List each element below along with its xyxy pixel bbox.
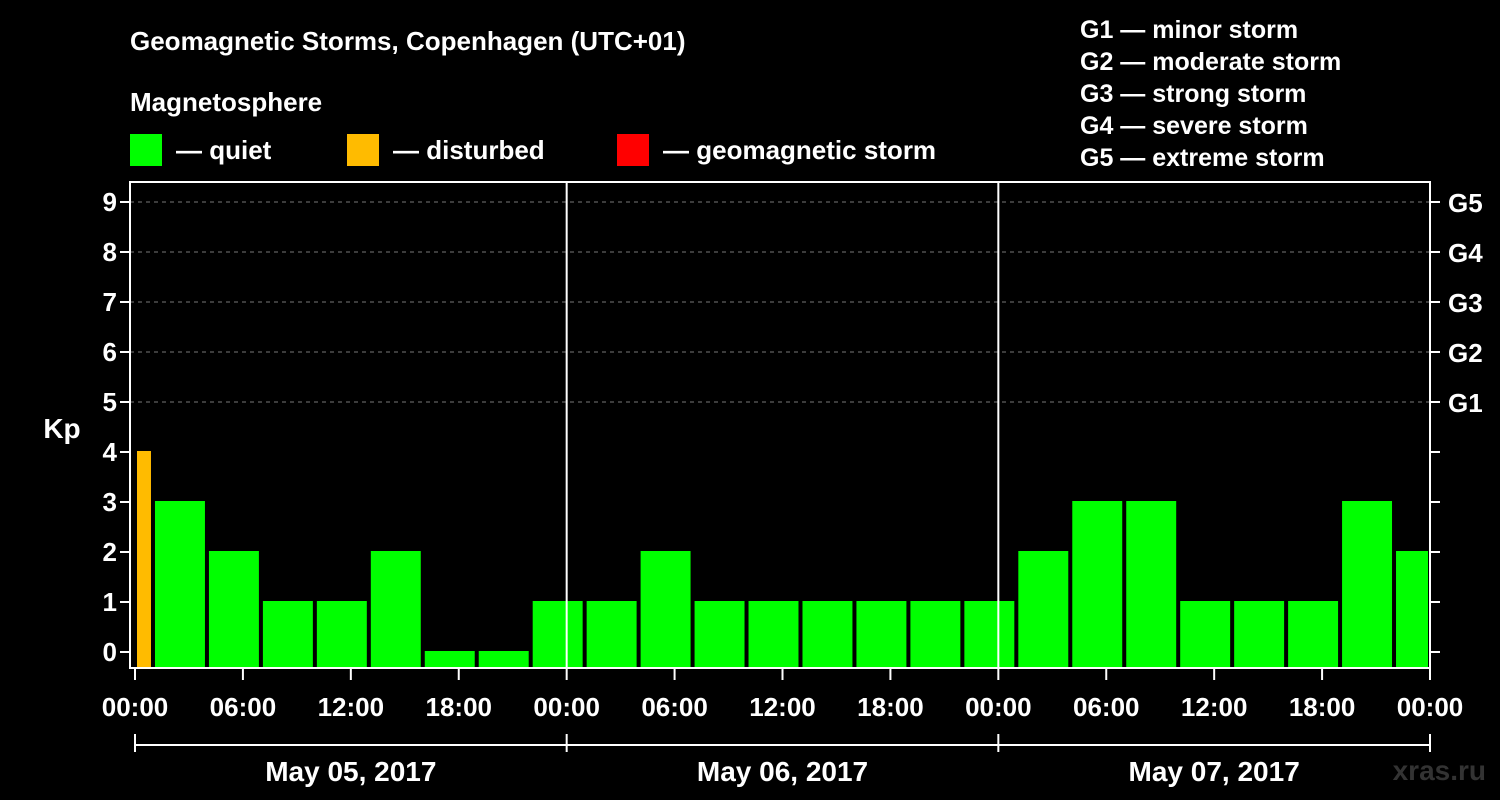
bar xyxy=(640,551,691,668)
bar xyxy=(694,601,745,668)
x-tick-label: 06:00 xyxy=(1073,692,1140,722)
bar xyxy=(1396,551,1428,668)
x-tick-label: 00:00 xyxy=(102,692,169,722)
bar xyxy=(1342,501,1393,668)
legend-disturbed: — disturbed xyxy=(347,133,545,167)
bar xyxy=(910,601,961,668)
y-tick-label: 5 xyxy=(103,387,117,417)
y-tick-label: 8 xyxy=(103,237,117,267)
g-level-label: G2 xyxy=(1448,338,1483,368)
x-tick-label: 18:00 xyxy=(857,692,924,722)
bar xyxy=(856,601,907,668)
legend-quiet: — quiet xyxy=(130,133,271,167)
x-tick-label: 18:00 xyxy=(1289,692,1356,722)
g-scale-item: G5 — extreme storm xyxy=(1080,144,1325,172)
g-scale-item: G1 — minor storm xyxy=(1080,16,1299,44)
y-tick-label: 2 xyxy=(103,537,117,567)
legend-swatch-disturbed xyxy=(347,134,379,166)
g-scale-item: G4 — severe storm xyxy=(1080,112,1308,140)
bar xyxy=(1018,551,1069,668)
bar xyxy=(154,501,205,668)
y-tick-label: 0 xyxy=(103,637,117,667)
y-tick-label: 4 xyxy=(103,437,118,467)
g-scale-item: G2 — moderate storm xyxy=(1080,48,1342,76)
day-label: May 07, 2017 xyxy=(1129,756,1300,787)
y-tick-label: 6 xyxy=(103,337,117,367)
y-tick-label: 9 xyxy=(103,187,117,217)
bar xyxy=(137,451,151,668)
g-level-label: G1 xyxy=(1448,388,1483,418)
day-label: May 06, 2017 xyxy=(697,756,868,787)
bar xyxy=(1234,601,1285,668)
bar xyxy=(586,601,637,668)
g-level-label: G4 xyxy=(1448,238,1483,268)
bar xyxy=(1126,501,1177,668)
brand-watermark: xras.ru xyxy=(1392,755,1486,786)
x-tick-label: 06:00 xyxy=(641,692,708,722)
x-tick-label: 12:00 xyxy=(318,692,385,722)
x-tick-label: 00:00 xyxy=(965,692,1032,722)
y-tick-label: 3 xyxy=(103,487,117,517)
bar xyxy=(1288,601,1339,668)
x-tick-label: 00:00 xyxy=(1397,692,1464,722)
legend-label-storm: — geomagnetic storm xyxy=(663,134,937,165)
magnetosphere-label: Magnetosphere xyxy=(130,87,323,117)
legend-label-disturbed: — disturbed xyxy=(393,134,545,165)
x-tick-label: 00:00 xyxy=(533,692,600,722)
legend-label-quiet: — quiet xyxy=(176,134,272,165)
bar xyxy=(802,601,853,668)
legend-swatch-quiet xyxy=(130,134,162,166)
bar xyxy=(964,601,1015,668)
chart-title: Geomagnetic Storms, Copenhagen (UTC+01) xyxy=(130,26,686,56)
bar xyxy=(748,601,799,668)
legend-swatch-storm xyxy=(617,134,649,166)
bar xyxy=(262,601,313,668)
x-tick-label: 12:00 xyxy=(1181,692,1248,722)
bar xyxy=(1180,601,1231,668)
y-tick-label: 7 xyxy=(103,287,117,317)
bar xyxy=(370,551,421,668)
bar xyxy=(532,601,583,668)
y-tick-label: 1 xyxy=(103,587,117,617)
x-tick-label: 06:00 xyxy=(210,692,277,722)
x-tick-label: 12:00 xyxy=(749,692,816,722)
bar xyxy=(424,651,475,668)
g-scale-legend: G1 — minor storm G2 — moderate storm G3 … xyxy=(1080,14,1341,174)
g-level-label: G3 xyxy=(1448,288,1483,318)
legend-storm: — geomagnetic storm xyxy=(617,133,936,167)
g-level-label: G5 xyxy=(1448,188,1483,218)
bar xyxy=(478,651,529,668)
y-axis-label: Kp xyxy=(43,413,80,444)
g-scale-item: G3 — strong storm xyxy=(1080,80,1307,108)
day-label: May 05, 2017 xyxy=(265,756,436,787)
bar xyxy=(1072,501,1123,668)
bar xyxy=(316,601,367,668)
x-tick-label: 18:00 xyxy=(426,692,493,722)
bar xyxy=(208,551,259,668)
plot-frame xyxy=(129,181,1431,669)
